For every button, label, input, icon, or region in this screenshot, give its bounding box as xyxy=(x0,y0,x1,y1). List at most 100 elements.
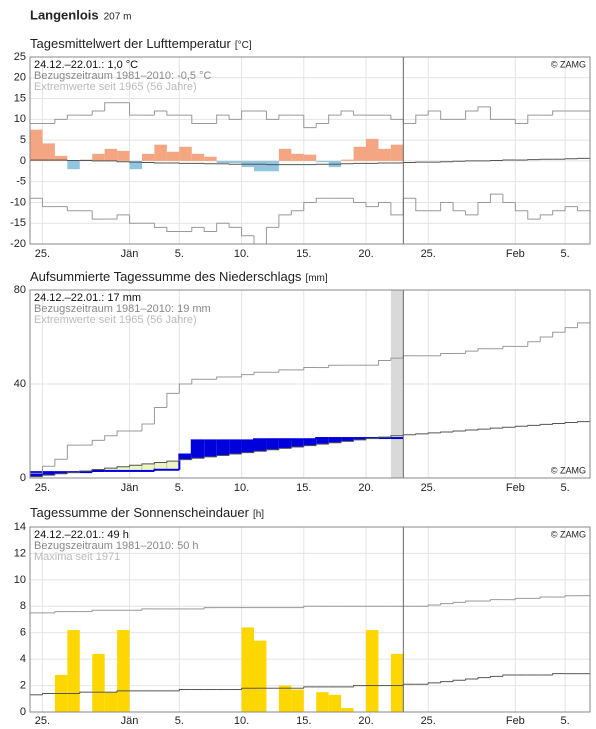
step-line xyxy=(477,677,491,679)
x-tick-label: 25. xyxy=(35,715,50,727)
step-line xyxy=(141,608,155,611)
step-line xyxy=(290,210,304,215)
step-line xyxy=(303,201,317,211)
step-line xyxy=(228,453,242,456)
step-line xyxy=(91,110,105,116)
y-tick-label: 8 xyxy=(20,600,26,612)
y-tick-label: 40 xyxy=(14,378,26,390)
step-line xyxy=(365,202,379,208)
y-tick-label: 6 xyxy=(20,627,26,639)
step-line xyxy=(66,114,80,120)
x-tick-label: 5. xyxy=(175,248,184,260)
bar xyxy=(341,708,354,712)
x-tick-label: Jän xyxy=(121,248,139,260)
difference-band xyxy=(154,462,168,471)
step-line xyxy=(365,438,379,440)
difference-band xyxy=(191,440,205,459)
step-line xyxy=(539,423,553,426)
bar xyxy=(278,685,292,712)
annotation: 24.12.–22.01.: 1,0 °C xyxy=(34,59,138,71)
step-line xyxy=(290,446,304,449)
step-line xyxy=(116,466,130,469)
bar xyxy=(129,160,142,170)
step-line xyxy=(278,214,292,228)
step-line xyxy=(241,110,254,120)
bar xyxy=(30,129,43,161)
bar xyxy=(166,151,180,161)
step-line xyxy=(178,453,192,470)
step-line xyxy=(228,223,242,228)
station-elevation: 207 m xyxy=(104,12,132,23)
step-line xyxy=(539,336,553,342)
step-line xyxy=(253,438,267,441)
x-tick-label: 20. xyxy=(358,248,373,260)
step-line xyxy=(465,678,478,681)
step-line xyxy=(129,214,142,224)
step-line xyxy=(552,110,566,116)
y-tick-label: 4 xyxy=(20,653,26,665)
step-line xyxy=(440,603,454,605)
y-tick-label: 0 xyxy=(20,706,26,718)
step-line xyxy=(141,463,155,466)
step-line xyxy=(564,327,578,333)
step-line xyxy=(241,452,254,455)
step-line xyxy=(315,122,329,128)
step-line xyxy=(91,469,105,471)
step-line xyxy=(54,611,68,613)
bar xyxy=(341,159,354,161)
y-tick-label: -5 xyxy=(16,176,26,188)
x-tick-label: 5. xyxy=(561,715,570,727)
step-line xyxy=(452,601,466,604)
step-line xyxy=(377,360,391,366)
difference-band xyxy=(42,472,55,476)
bar xyxy=(316,692,329,712)
step-line xyxy=(527,341,541,347)
step-line xyxy=(539,596,553,599)
step-line xyxy=(415,114,429,124)
x-tick-label: 20. xyxy=(358,715,373,727)
x-tick-label: 5. xyxy=(561,248,570,260)
x-tick-label: 10. xyxy=(234,715,249,727)
step-line xyxy=(328,442,342,445)
difference-band xyxy=(241,440,254,453)
plot-border xyxy=(29,526,591,713)
bar xyxy=(67,630,80,712)
step-line xyxy=(514,597,528,600)
x-tick-label: 25. xyxy=(35,248,50,260)
step-line xyxy=(489,599,503,601)
plot-border xyxy=(29,56,591,245)
y-tick-label: -20 xyxy=(10,238,26,250)
plot-border xyxy=(29,289,591,479)
bar xyxy=(366,630,379,712)
difference-band xyxy=(229,440,242,455)
step-line xyxy=(104,467,118,470)
y-tick-label: 20 xyxy=(14,72,26,84)
step-line xyxy=(66,444,80,460)
panel-line: Aufsummierte Tagessumme des Niederschlag… xyxy=(14,269,591,494)
plot-background xyxy=(30,57,590,244)
difference-band xyxy=(166,460,180,471)
panel-title-text: Tagessumme der Sonnenscheindauer xyxy=(30,505,250,520)
panel-bar: Tagesmittelwert der Lufttemperatur [°C] -2… xyxy=(10,36,591,260)
step-line xyxy=(104,102,118,112)
step-line xyxy=(328,364,342,368)
step-line xyxy=(66,471,80,474)
step-line xyxy=(216,454,230,457)
bar xyxy=(204,156,217,161)
step-line xyxy=(502,426,516,429)
panel-title: Aufsummierte Tagessumme des Niederschlag… xyxy=(30,269,328,284)
x-tick-label: 25. xyxy=(421,482,436,494)
bar xyxy=(117,630,130,712)
x-tick-label: 5. xyxy=(175,715,184,727)
step-line xyxy=(241,227,254,237)
step-line xyxy=(253,371,267,375)
step-line xyxy=(477,106,491,112)
step-line xyxy=(340,110,354,116)
x-tick-label: 25. xyxy=(421,715,436,727)
step-line xyxy=(489,427,503,430)
step-line xyxy=(502,345,516,349)
step-line xyxy=(440,352,454,356)
step-line xyxy=(527,114,541,124)
step-line xyxy=(328,114,342,124)
